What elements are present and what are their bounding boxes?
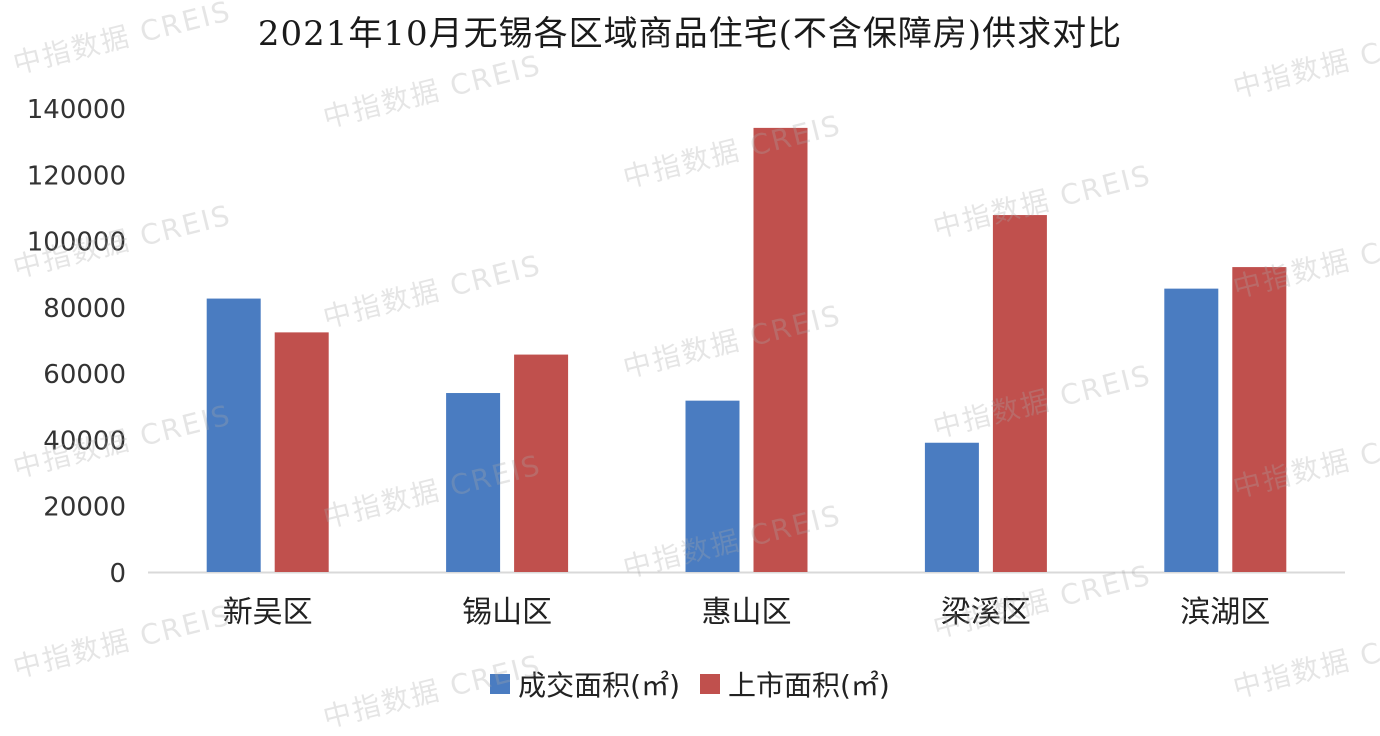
y-tick-label: 0 (109, 559, 126, 589)
bar-listed (514, 354, 569, 572)
bar-chart-svg: 0 20000 40000 60000 80000 100000 120000 140000 新… (27, 95, 1345, 630)
bar-deal (685, 400, 740, 572)
y-tick-label: 120000 (27, 161, 126, 191)
bar-listed (274, 332, 329, 572)
legend-item-deal: 成交面积(㎡) (490, 664, 680, 704)
x-tick-label: 惠山区 (702, 595, 792, 630)
bar-deal (206, 298, 261, 572)
legend-label-deal: 成交面积(㎡) (518, 669, 680, 702)
y-tick-label: 100000 (27, 228, 126, 258)
x-tick-label: 滨湖区 (1180, 595, 1270, 630)
bar-listed (992, 215, 1047, 572)
bar-deal (924, 442, 979, 572)
y-tick-label: 60000 (43, 360, 126, 390)
legend-swatch-listed (700, 674, 720, 694)
x-tick-label: 梁溪区 (941, 595, 1031, 630)
chart-title: 2021年10月无锡各区域商品住宅(不含保障房)供求对比 (257, 14, 1123, 54)
legend-swatch-deal (490, 674, 511, 694)
bar-listed (1232, 267, 1287, 572)
x-tick-label: 新吴区 (223, 595, 313, 630)
legend-item-listed: 上市面积(㎡) (700, 664, 890, 704)
chart: 2021年10月无锡各区域商品住宅(不含保障房)供求对比 0 20000 40000… (0, 14, 1380, 704)
y-tick-label: 140000 (27, 95, 126, 125)
bar-deal (1164, 288, 1219, 572)
legend-label-listed: 上市面积(㎡) (728, 669, 890, 702)
y-tick-label: 20000 (43, 493, 126, 523)
bar-deal (446, 393, 501, 572)
y-tick-label: 40000 (43, 426, 126, 456)
bar-listed (753, 127, 808, 572)
y-tick-label: 80000 (43, 294, 126, 324)
legend: 成交面积(㎡) 上市面积(㎡) (0, 664, 1380, 704)
x-tick-label: 锡山区 (462, 595, 552, 630)
